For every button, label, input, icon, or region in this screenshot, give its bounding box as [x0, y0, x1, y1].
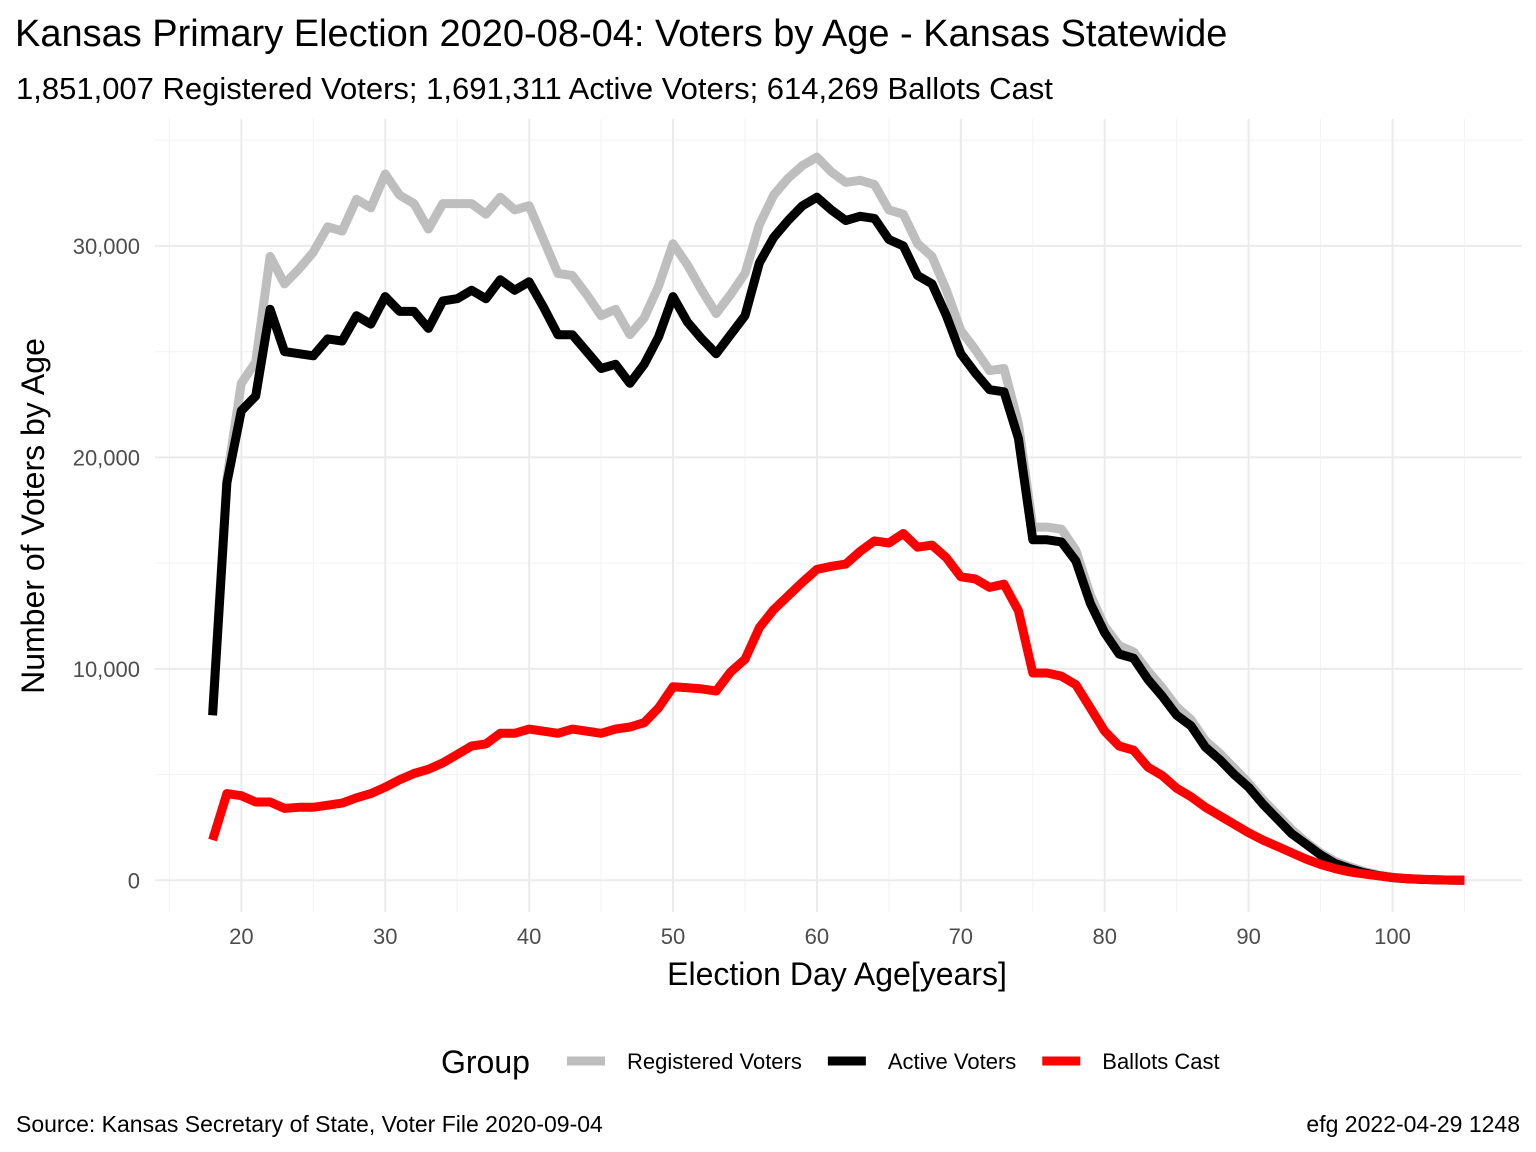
- y-axis-title: Number of Voters by Age: [15, 338, 51, 694]
- source-caption: Source: Kansas Secretary of State, Voter…: [16, 1111, 603, 1137]
- y-tick-label: 0: [128, 868, 140, 893]
- minor-gridlines: [155, 119, 1522, 912]
- series-line-ballots-cast: [208, 529, 1465, 885]
- legend-label-active-voters: Active Voters: [888, 1049, 1016, 1074]
- x-axis-title: Election Day Age[years]: [667, 956, 1007, 992]
- chart-title: Kansas Primary Election 2020-08-04: Vote…: [15, 13, 1227, 55]
- series-line-registered-voters: [208, 152, 1465, 885]
- legend-label-ballots-cast: Ballots Cast: [1102, 1049, 1219, 1074]
- x-tick-label: 70: [949, 924, 973, 949]
- x-tick-label: 100: [1374, 924, 1411, 949]
- y-tick-label: 20,000: [73, 445, 140, 470]
- x-tick-label: 60: [805, 924, 829, 949]
- series-lines: [208, 152, 1465, 885]
- legend-title: Group: [441, 1044, 530, 1080]
- x-tick-label: 30: [373, 924, 397, 949]
- y-axis-ticks: 0 10,000 20,000 30,000: [73, 234, 140, 893]
- x-tick-label: 90: [1236, 924, 1260, 949]
- y-tick-label: 30,000: [73, 234, 140, 259]
- legend-label-registered-voters: Registered Voters: [627, 1049, 802, 1074]
- credit-caption: efg 2022-04-29 1248: [1306, 1111, 1520, 1137]
- x-tick-label: 40: [517, 924, 541, 949]
- legend-items: Registered Voters Active Voters Ballots Ca…: [567, 1049, 1220, 1074]
- x-tick-label: 80: [1092, 924, 1116, 949]
- x-axis-ticks: 20 30 40 50 60 70 80 90 100: [229, 924, 1411, 949]
- chart-subtitle: 1,851,007 Registered Voters; 1,691,311 A…: [16, 71, 1053, 106]
- legend: Group Registered Voters Active Voters Ball…: [441, 1044, 1220, 1080]
- series-line-active-voters: [208, 192, 1465, 885]
- y-tick-label: 10,000: [73, 657, 140, 682]
- x-tick-label: 20: [229, 924, 253, 949]
- x-tick-label: 50: [661, 924, 685, 949]
